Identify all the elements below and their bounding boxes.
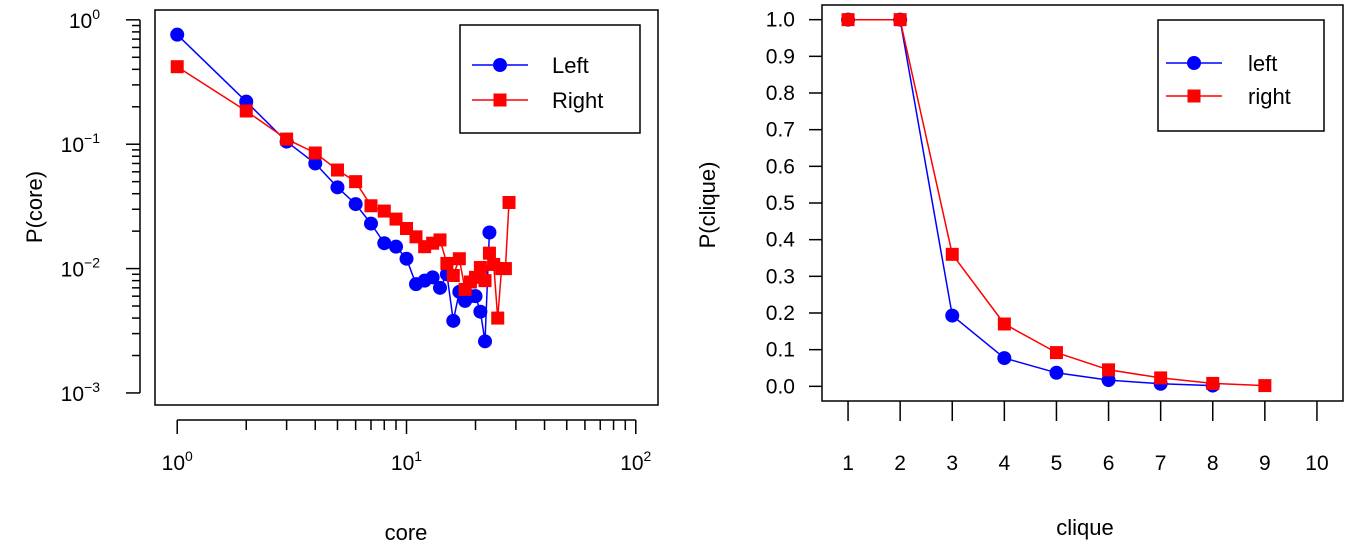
x-tick-label: 1 (842, 452, 854, 475)
data-point-right (478, 274, 492, 288)
x-tick-label: 6 (1103, 452, 1115, 475)
data-point-right (997, 317, 1011, 331)
legend-label-left: left (1248, 51, 1277, 76)
data-point-left (478, 334, 493, 349)
data-point-right (491, 311, 505, 325)
x-tick-label: 4 (999, 452, 1011, 475)
y-tick-label: 0.4 (766, 229, 796, 252)
legend-box (459, 24, 641, 134)
x-tick-label: 101 (391, 448, 422, 475)
legend: Left Right (459, 24, 641, 134)
x-tick-label: 3 (946, 452, 958, 475)
data-point-right (280, 132, 294, 146)
plot-frame (154, 9, 659, 406)
legend: left right (1157, 19, 1325, 132)
y-tick-label: 0.1 (766, 339, 795, 362)
data-point-right (170, 60, 184, 74)
data-point-right (1154, 371, 1168, 385)
series-line-left (848, 18, 1213, 387)
y-tick-label: 0.0 (766, 375, 795, 398)
y-axis-title: P(clique) (695, 162, 720, 249)
data-point-right (377, 204, 391, 218)
clique-distribution-chart: 1 2 3 4 5 6 7 8 9 10 0.0 0.1 0.2 0.3 0.4 0.5 0.6 0.7 0.8 0.… (695, 4, 1344, 540)
legend-marker-left (1187, 56, 1201, 70)
data-point-right (440, 256, 454, 270)
legend-marker-right (493, 93, 507, 107)
data-point-right (452, 252, 466, 266)
data-point-right (1206, 376, 1220, 390)
y-tick-label: 0.2 (766, 302, 795, 325)
data-point-left (308, 156, 323, 171)
data-point-left (482, 225, 497, 240)
core-distribution-chart: 100 101 102 100 10−1 10−2 10−3 core P(core) Le… (22, 6, 659, 545)
data-point-right (1049, 346, 1063, 360)
legend-marker-right (1187, 89, 1201, 103)
y-tick-label: 0.6 (766, 155, 795, 178)
data-point-right (389, 212, 403, 226)
x-tick-label: 100 (162, 448, 193, 475)
data-point-left (1049, 365, 1064, 380)
x-tick-label: 2 (894, 452, 906, 475)
data-point-right (841, 13, 855, 27)
data-point-right (498, 262, 512, 276)
data-point-left (468, 289, 483, 304)
data-point-right (409, 230, 423, 244)
data-point-right (446, 268, 460, 282)
data-point-right (433, 233, 447, 247)
y-tick-label: 0.7 (766, 119, 795, 142)
data-point-left (348, 197, 363, 212)
data-point-right (364, 199, 378, 213)
data-point-left (997, 351, 1012, 366)
y-tick-label: 10−1 (61, 130, 101, 157)
y-tick-label: 1.0 (766, 9, 795, 32)
data-point-left (389, 239, 404, 254)
data-point-left (399, 251, 414, 266)
data-point-right (482, 246, 496, 260)
data-point-left (433, 280, 448, 295)
x-tick-label: 7 (1155, 452, 1167, 475)
x-axis-title: clique (1056, 515, 1113, 540)
x-tick-label: 9 (1259, 452, 1271, 475)
data-point-left (377, 236, 392, 251)
y-tick-label: 0.3 (766, 265, 795, 288)
x-tick-label: 102 (620, 448, 651, 475)
y-tick-label: 0.9 (766, 45, 795, 68)
data-point-right (945, 247, 959, 261)
legend-label-right: right (1248, 84, 1291, 109)
data-point-left (446, 313, 461, 328)
y-tick-label: 10−2 (61, 255, 101, 282)
data-point-left (330, 180, 345, 195)
data-point-right (330, 163, 344, 177)
y-tick-label: 0.8 (766, 82, 795, 105)
y-tick-label: 100 (69, 6, 100, 33)
data-point-right (1258, 379, 1272, 393)
data-point-right (502, 195, 516, 209)
x-tick-label: 10 (1305, 452, 1328, 475)
data-point-right (893, 13, 907, 27)
data-point-right (473, 261, 487, 275)
legend-marker-left (493, 58, 507, 72)
data-point-left (170, 27, 185, 42)
data-point-right (308, 146, 322, 160)
y-tick-label: 10−3 (61, 379, 101, 406)
data-point-left (425, 270, 440, 285)
data-point-right (1102, 363, 1116, 377)
legend-box (1157, 19, 1325, 132)
x-axis-title: core (385, 520, 428, 545)
data-point-left (363, 216, 378, 231)
y-axis-title: P(core) (22, 171, 47, 243)
legend-label-right: Right (552, 88, 603, 113)
legend-label-left: Left (552, 53, 589, 78)
data-point-left (1101, 373, 1116, 388)
y-tick-label: 0.5 (766, 192, 795, 215)
data-point-left (473, 304, 488, 319)
x-tick-label: 8 (1207, 452, 1219, 475)
data-point-right (239, 104, 253, 118)
x-tick-label: 5 (1051, 452, 1063, 475)
data-point-left (945, 308, 960, 323)
data-point-right (349, 175, 363, 189)
